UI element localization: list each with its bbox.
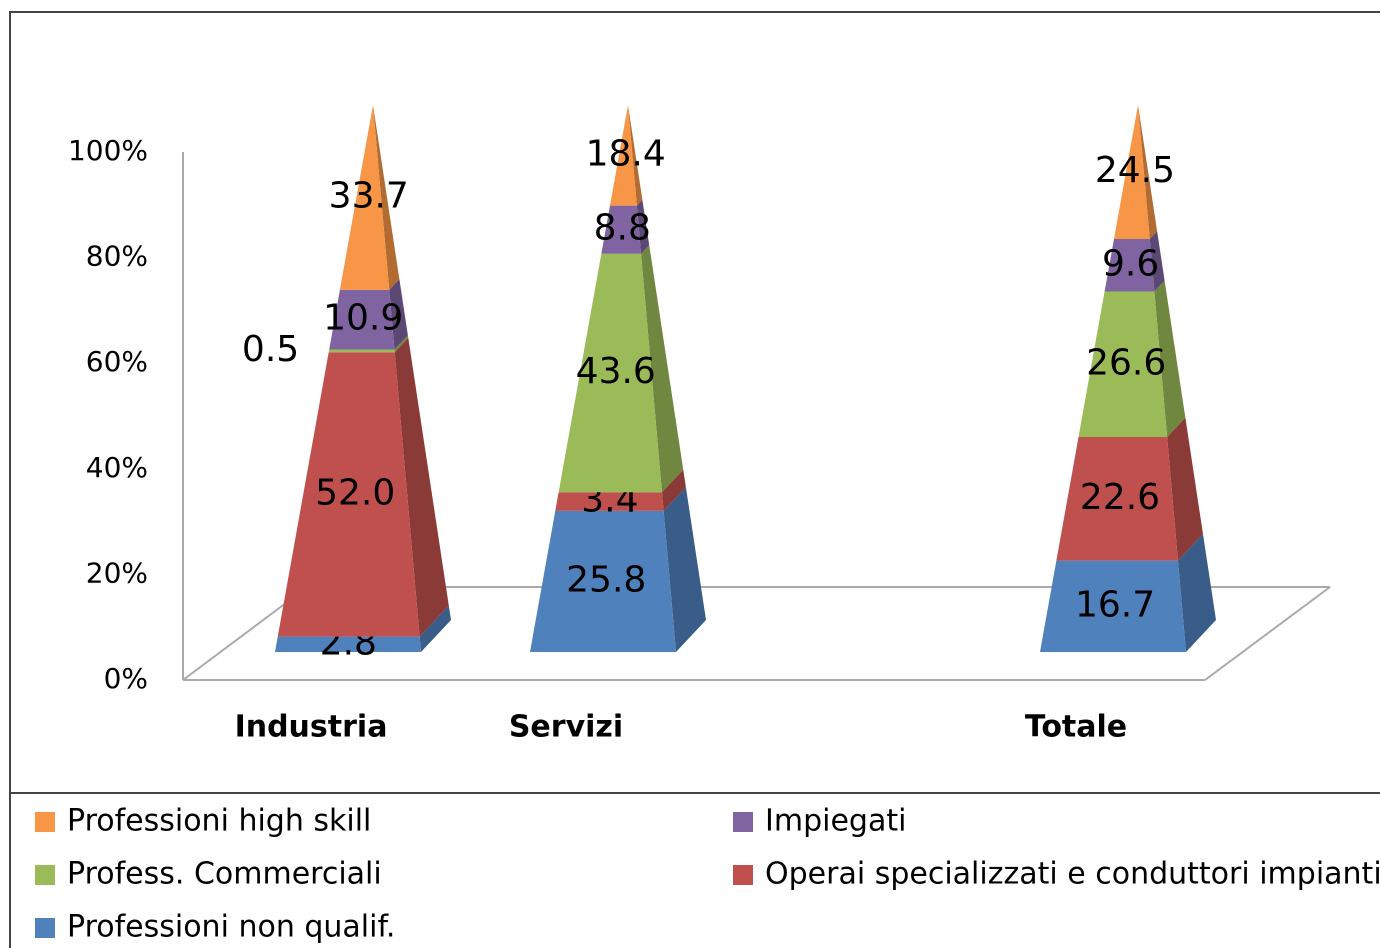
data-label: 18.4 (586, 133, 666, 174)
legend-label: Impiegati (765, 804, 906, 839)
pyramid-segment (601, 205, 642, 254)
data-label: 22.6 (1080, 477, 1160, 518)
data-label: 52.0 (315, 472, 395, 513)
pyramid-segment (277, 352, 420, 637)
pyramid-side (389, 279, 408, 350)
pyramid-segment (339, 105, 390, 290)
pyramid-side (394, 337, 449, 637)
data-label: 9.6 (1102, 243, 1159, 284)
data-label: 33.7 (329, 176, 409, 217)
data-label: 43.6 (576, 351, 656, 392)
data-label: 26.6 (1086, 342, 1166, 383)
y-tick-label: 20% (86, 556, 148, 589)
pyramid-segment (530, 510, 676, 652)
pyramid-side (419, 605, 451, 652)
legend-label: Operai specializzati e conduttori impian… (765, 857, 1380, 892)
pyramid-segment (1113, 105, 1150, 240)
pyramid-side (1177, 533, 1216, 652)
data-label: 16.7 (1075, 584, 1155, 625)
pyramid-segment (1104, 239, 1155, 292)
legend-label: Professioni non qualif. (67, 910, 395, 945)
pyramid-side (1149, 231, 1165, 292)
y-tick-label: 80% (86, 240, 148, 273)
pyramid-side (641, 245, 684, 493)
pyramid-segment (275, 636, 421, 652)
pyramid-side (628, 105, 643, 206)
pyramid-segment (1056, 437, 1178, 561)
x-tick-label: Totale (1025, 710, 1127, 745)
legend-swatch (733, 812, 753, 832)
data-label: 24.5 (1095, 150, 1175, 191)
y-tick-label: 100% (68, 134, 148, 167)
pyramid-side (1154, 280, 1186, 438)
pyramid-segment (1078, 291, 1168, 438)
data-label: 0.5 (242, 329, 299, 370)
data-label: 8.8 (594, 208, 651, 249)
pyramid-side (1167, 417, 1203, 561)
legend-swatch (733, 865, 753, 885)
legend-label: Profess. Commerciali (67, 857, 382, 892)
y-tick-label: 0% (104, 662, 148, 695)
legend-swatch (35, 865, 55, 885)
pyramid-segment (558, 253, 662, 493)
pyramid-side (373, 105, 400, 290)
pyramid-segment (329, 289, 395, 350)
legend-swatch (35, 812, 55, 832)
legend-label: Professioni high skill (67, 804, 371, 839)
pyramid-segment (328, 349, 395, 353)
pyramid-side (394, 335, 409, 353)
y-tick-label: 60% (86, 345, 148, 378)
legend-swatch (35, 918, 55, 938)
data-label: 10.9 (323, 298, 403, 339)
pyramid-side (1138, 105, 1158, 240)
chart-frame (9, 11, 1380, 948)
data-label: 25.8 (566, 559, 646, 600)
x-tick-label: Servizi (509, 710, 623, 745)
pyramid-side (663, 487, 706, 652)
pyramid-side (661, 469, 686, 511)
pyramid-segment (609, 105, 637, 206)
pyramid-side (636, 199, 650, 254)
x-tick-label: Industria (235, 710, 388, 745)
pyramid-segment (555, 492, 664, 511)
y-tick-label: 40% (86, 451, 148, 484)
pyramid-segment (1040, 560, 1186, 652)
